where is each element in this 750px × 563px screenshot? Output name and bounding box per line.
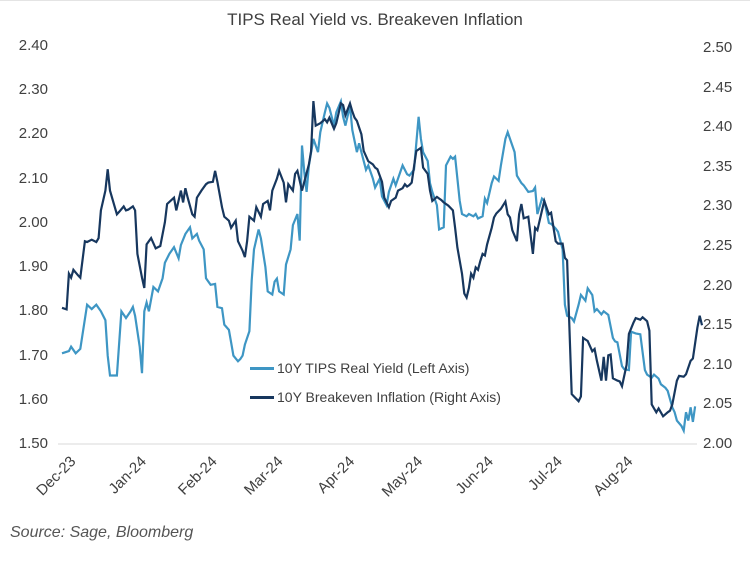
legend-label-tips: 10Y TIPS Real Yield (Left Axis) — [277, 360, 470, 376]
right-axis-tick-label: 2.10 — [703, 355, 733, 373]
right-axis-tick-label: 2.20 — [703, 276, 733, 294]
series-line-breakeven-inflation — [61, 99, 704, 419]
chart-title: TIPS Real Yield vs. Breakeven Inflation — [227, 10, 523, 29]
left-axis-tick-label: 1.60 — [18, 390, 48, 408]
left-axis-tick-label: 1.90 — [18, 258, 48, 276]
source-note: Source: Sage, Bloomberg — [10, 524, 194, 541]
series-line-tips-real-yield — [61, 97, 697, 435]
right-axis-tick-label: 2.25 — [703, 237, 733, 254]
right-axis-tick-label: 2.35 — [703, 157, 733, 175]
legend-line-swatch-breakeven-icon — [250, 395, 274, 399]
right-axis-tick-label: 2.30 — [703, 197, 733, 215]
right-axis-tick-label: 2.50 — [703, 39, 733, 56]
legend-item-tips-real-yield: 10Y TIPS Real Yield (Left Axis) — [250, 360, 501, 376]
right-axis-tick-label: 2.00 — [703, 435, 733, 452]
right-axis-tick-label: 2.15 — [703, 316, 733, 334]
left-axis-tick-label: 2.30 — [18, 81, 48, 99]
left-axis-tick-label: 2.40 — [18, 37, 48, 54]
legend-item-breakeven-inflation: 10Y Breakeven Inflation (Right Axis) — [250, 389, 501, 405]
legend-label-breakeven: 10Y Breakeven Inflation (Right Axis) — [277, 389, 501, 405]
right-axis-tick-label: 2.05 — [703, 395, 733, 413]
left-axis-tick-label: 1.70 — [18, 346, 48, 364]
right-axis-tick-label: 2.40 — [703, 118, 733, 136]
left-axis-tick-label: 1.50 — [18, 435, 48, 452]
left-axis-tick-label: 2.00 — [18, 213, 48, 231]
right-axis-tick-label: 2.45 — [703, 78, 733, 96]
legend-line-swatch-tips-icon — [250, 366, 274, 370]
legend: 10Y TIPS Real Yield (Left Axis) 10Y Brea… — [250, 360, 501, 405]
left-axis-tick-label: 1.80 — [18, 302, 48, 320]
left-axis-tick-label: 2.20 — [18, 125, 48, 143]
left-axis-tick-label: 2.10 — [18, 169, 48, 187]
